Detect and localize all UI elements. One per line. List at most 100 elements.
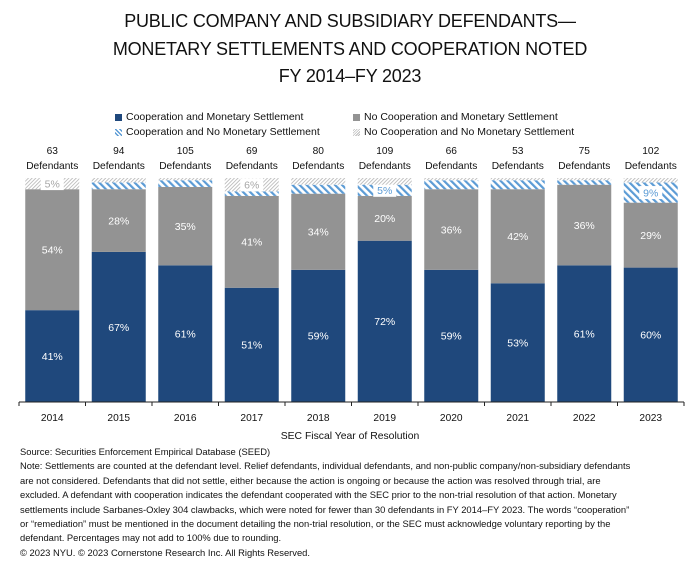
defendant-count-label: 94	[113, 146, 125, 157]
bar-segment-no-cooperation-and-no-monetary-settlement	[490, 178, 545, 181]
bar-segment-no-cooperation-and-no-monetary-settlement	[557, 178, 612, 181]
data-label-suffix: %	[120, 322, 129, 334]
x-tick-label: 2017	[240, 413, 263, 424]
legend-swatch-blue-hatch-icon	[115, 128, 122, 136]
data-label: 61%	[175, 328, 196, 340]
bar-segment-no-cooperation-and-no-monetary-settlement	[357, 178, 412, 185]
data-label: 42%	[507, 231, 528, 243]
data-label-suffix: %	[186, 221, 195, 233]
bar-segment-no-cooperation-and-monetary-settlement	[557, 184, 612, 266]
data-label-suffix: %	[253, 237, 262, 249]
data-label-suffix: %	[53, 351, 62, 363]
defendant-count-label: 75	[579, 146, 591, 157]
defendant-word-label: Defendants	[625, 161, 677, 172]
defendant-count-label: 53	[512, 146, 524, 157]
data-label-value: 28	[108, 215, 120, 227]
data-label-value: 67	[108, 322, 120, 334]
data-label-suffix: %	[652, 230, 661, 242]
data-label-value: 51	[241, 340, 253, 352]
legend-swatch-gray-hatch-icon	[353, 128, 360, 136]
bar-segment-no-cooperation-and-no-monetary-settlement	[623, 178, 678, 183]
data-label: 41%	[42, 351, 63, 363]
bar-segment-cooperation-and-monetary-settlement	[158, 265, 213, 402]
defendant-word-label: Defendants	[292, 161, 344, 172]
x-axis-title: SEC Fiscal Year of Resolution	[281, 431, 420, 442]
data-label-suffix: %	[652, 330, 661, 342]
data-label: 61%	[574, 328, 595, 340]
data-label-value: 41	[42, 351, 54, 363]
copyright-notice: © 2023 NYU. © 2023 Cornerstone Research …	[20, 546, 310, 558]
data-label-value: 41	[241, 237, 253, 249]
data-label-suffix: %	[452, 224, 461, 236]
data-label-suffix: %	[585, 328, 594, 340]
data-label-suffix: %	[383, 185, 392, 197]
data-label: 59%	[441, 331, 462, 343]
bar-segment-cooperation-and-monetary-settlement	[490, 283, 545, 402]
data-label-box	[373, 183, 397, 197]
legend-swatch-solid-gray-icon	[353, 113, 360, 121]
note-line-2: are not considered. Defendants that did …	[20, 474, 601, 486]
data-label-suffix: %	[53, 244, 62, 256]
data-label-value: 59	[441, 331, 453, 343]
bar-2020: 59% 36%	[424, 178, 479, 402]
bar-segment-cooperation-and-monetary-settlement	[424, 269, 479, 402]
x-tick-label: 2019	[373, 413, 396, 424]
bar-segment-no-cooperation-and-monetary-settlement	[357, 195, 412, 241]
data-label-box	[240, 178, 264, 192]
data-label-value: 34	[308, 227, 320, 239]
bar-2023: 60%29%9%	[623, 178, 678, 402]
data-label-suffix: %	[585, 220, 594, 232]
data-label-value: 54	[42, 244, 54, 256]
note-line-3: excluded. A defendant with cooperation i…	[20, 489, 617, 501]
data-label-suffix: %	[186, 328, 195, 340]
note-line-4: settlements include Sarbanes-Oxley 304 c…	[20, 503, 630, 515]
bar-segment-no-cooperation-and-no-monetary-settlement	[424, 178, 479, 181]
defendant-count-label: 63	[47, 146, 59, 157]
defendant-word-label: Defendants	[558, 161, 610, 172]
note-line-5: or “remediation” must be mentioned in th…	[20, 518, 611, 530]
x-tick-label: 2016	[174, 413, 197, 424]
bar-segment-no-cooperation-and-monetary-settlement	[25, 189, 80, 311]
data-label-value: 5	[45, 178, 51, 190]
data-label-suffix: %	[519, 231, 528, 243]
data-label: 6%	[244, 180, 259, 192]
bar-segment-no-cooperation-and-no-monetary-settlement	[291, 178, 346, 185]
data-label-suffix: %	[649, 187, 658, 199]
data-label: 53%	[507, 337, 528, 349]
chart-title: PUBLIC COMPANY AND SUBSIDIARY DEFENDANTS…	[0, 8, 700, 91]
bar-segment-cooperation-and-monetary-settlement	[623, 267, 678, 402]
bar-segment-no-cooperation-and-monetary-settlement	[623, 202, 678, 268]
bar-segment-no-cooperation-and-monetary-settlement	[291, 193, 346, 270]
data-label-suffix: %	[319, 331, 328, 343]
data-label: 9%	[643, 187, 658, 199]
data-label: 67%	[108, 322, 129, 334]
bar-2021: 53% 42%	[490, 178, 545, 402]
bar-segment-cooperation-and-monetary-settlement	[291, 269, 346, 402]
data-label-box	[639, 186, 663, 200]
data-label-value: 35	[175, 221, 187, 233]
defendant-count-label: 109	[376, 146, 393, 157]
bar-2018: 59%34%	[291, 178, 346, 402]
data-label-suffix: %	[386, 213, 395, 225]
data-label-value: 61	[574, 328, 586, 340]
bar-2016: 61%35%	[158, 178, 213, 402]
data-label-value: 61	[175, 328, 187, 340]
data-label: 54%	[42, 244, 63, 256]
bar-segment-no-cooperation-and-monetary-settlement	[224, 195, 279, 288]
bar-segment-cooperation-and-monetary-settlement	[357, 240, 412, 402]
data-label: 28%	[108, 215, 129, 227]
chart-title-line-2: MONETARY SETTLEMENTS AND COOPERATION NOT…	[112, 38, 588, 59]
data-label: 20%	[374, 213, 395, 225]
bar-segment-no-cooperation-and-monetary-settlement	[490, 189, 545, 284]
bar-segment-no-cooperation-and-no-monetary-settlement	[158, 178, 213, 181]
x-tick-label: 2021	[506, 413, 529, 424]
x-tick-label: 2022	[573, 413, 596, 424]
legend-label: No Cooperation and Monetary Settlement	[364, 111, 558, 123]
bar-segment-cooperation-and-no-monetary-settlement	[424, 180, 479, 190]
data-label: 60%	[640, 330, 661, 342]
bar-segment-no-cooperation-and-monetary-settlement	[158, 186, 213, 266]
data-label-value: 36	[441, 224, 453, 236]
data-label-value: 60	[640, 330, 652, 342]
legend-swatch-solid-navy-icon	[115, 113, 122, 121]
data-label-suffix: %	[120, 215, 129, 227]
